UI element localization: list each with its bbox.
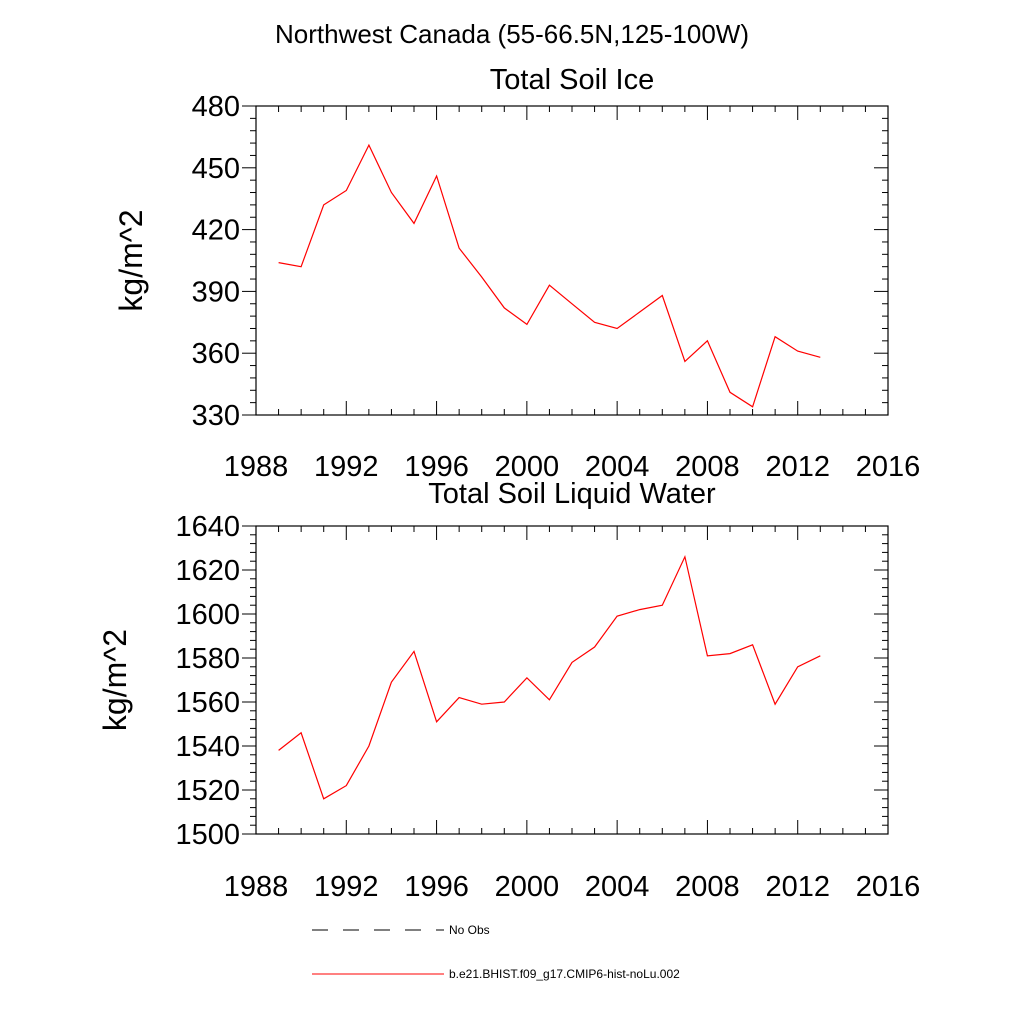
x-tick-label: 1988 bbox=[224, 451, 289, 483]
legend-label: No Obs bbox=[449, 923, 490, 937]
panel-1: Total Soil Ice kg/m^2 1988 1992 1996 2000 2004… bbox=[113, 64, 920, 483]
y-tick-label: 1580 bbox=[175, 643, 240, 675]
legend-item: No Obs bbox=[312, 923, 490, 937]
legend-item: b.e21.BHIST.f09_g17.CMIP6-hist-noLu.002 bbox=[312, 967, 680, 981]
y-tick-label: 1620 bbox=[175, 555, 240, 587]
y-tick-label: 1600 bbox=[175, 599, 240, 631]
x-tick-label: 2012 bbox=[765, 871, 830, 903]
x-tick-label: 1992 bbox=[314, 871, 379, 903]
x-tick-label: 1996 bbox=[404, 451, 469, 483]
y-axis-label: kg/m^2 bbox=[97, 629, 133, 731]
panels: Total Soil Ice kg/m^2 1988 1992 1996 2000 2004… bbox=[97, 64, 920, 903]
legend: No Obs b.e21.BHIST.f09_g17.CMIP6-hist-noL… bbox=[312, 923, 680, 981]
x-tick-label: 2008 bbox=[675, 451, 740, 483]
x-tick-label: 1992 bbox=[314, 451, 379, 483]
x-tick-label: 1996 bbox=[404, 871, 469, 903]
panel-title: Total Soil Ice bbox=[490, 64, 654, 96]
main-title: Northwest Canada (55-66.5N,125-100W) bbox=[275, 19, 749, 49]
y-tick-label: 1500 bbox=[175, 819, 240, 851]
plot-frame bbox=[255, 105, 889, 416]
y-tick-label: 1540 bbox=[175, 731, 240, 763]
x-tick-label: 2016 bbox=[856, 871, 921, 903]
x-tick-label: 2004 bbox=[585, 451, 650, 483]
y-tick-label: 390 bbox=[192, 276, 240, 308]
y-tick-label: 1520 bbox=[175, 775, 240, 807]
y-tick-label: 450 bbox=[192, 153, 240, 185]
y-tick-label: 1640 bbox=[175, 511, 240, 543]
x-tick-label: 1988 bbox=[224, 871, 289, 903]
x-tick-label: 2000 bbox=[495, 871, 560, 903]
plot-frame bbox=[255, 525, 889, 835]
x-tick-label: 2008 bbox=[675, 871, 740, 903]
x-tick-label: 2004 bbox=[585, 871, 650, 903]
panel-2: Total Soil Liquid Water kg/m^2 1988 1992 199… bbox=[97, 478, 920, 903]
series-line-model bbox=[278, 554, 821, 800]
panel-title: Total Soil Liquid Water bbox=[428, 478, 716, 510]
series-line-model bbox=[278, 143, 821, 408]
y-tick-label: 360 bbox=[192, 338, 240, 370]
y-tick-label: 480 bbox=[192, 91, 240, 123]
x-tick-label: 2000 bbox=[495, 451, 560, 483]
y-tick-label: 420 bbox=[192, 215, 240, 247]
y-tick-label: 330 bbox=[192, 400, 240, 432]
y-axis-label: kg/m^2 bbox=[113, 209, 149, 311]
legend-label: b.e21.BHIST.f09_g17.CMIP6-hist-noLu.002 bbox=[449, 967, 680, 981]
y-tick-label: 1560 bbox=[175, 687, 240, 719]
x-tick-label: 2016 bbox=[856, 451, 921, 483]
x-tick-label: 2012 bbox=[765, 451, 830, 483]
